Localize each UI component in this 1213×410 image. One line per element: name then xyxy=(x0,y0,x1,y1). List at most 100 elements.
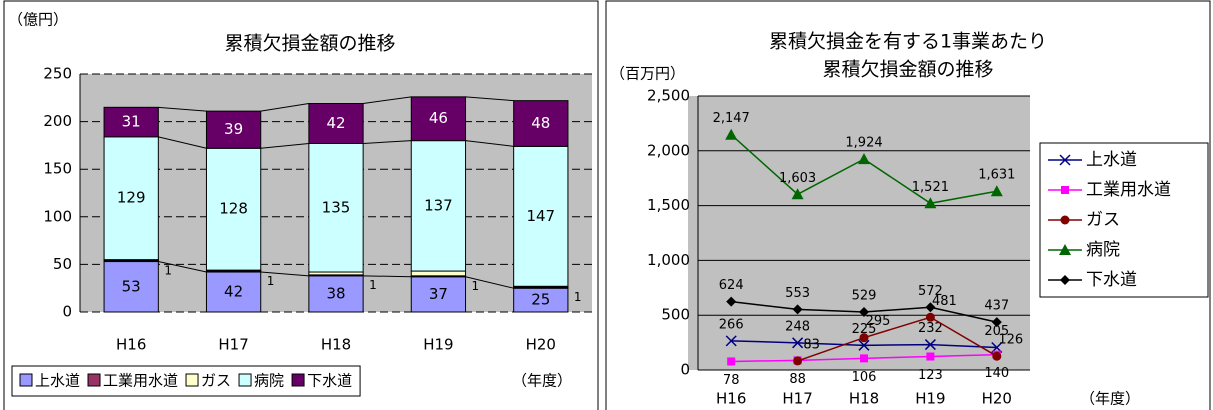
data-label: 129 xyxy=(117,189,146,207)
marker xyxy=(859,307,869,318)
data-label: 46 xyxy=(429,109,448,127)
marker xyxy=(924,339,936,351)
y-tick-label: 200 xyxy=(43,112,72,130)
bar-segment xyxy=(308,142,364,273)
data-label: 78 xyxy=(723,373,740,388)
data-label: 147 xyxy=(526,207,555,225)
bar-segment xyxy=(103,261,159,313)
series-line xyxy=(158,106,207,112)
bar-segment xyxy=(205,110,262,149)
data-label: 529 xyxy=(852,289,877,304)
bar-segment xyxy=(103,106,159,138)
legend-label: 工業用水道 xyxy=(1086,180,1171,200)
data-label: 137 xyxy=(424,196,453,214)
legend-box xyxy=(11,365,361,397)
marker xyxy=(792,337,804,349)
data-label: 1,603 xyxy=(779,171,816,186)
legend-swatch xyxy=(291,373,305,387)
x-tick-label: H17 xyxy=(782,390,812,408)
legend-label: ガス xyxy=(1086,210,1120,230)
x-axis-label: （年度） xyxy=(512,372,572,390)
legend-label: 工業用水道 xyxy=(103,372,178,390)
data-label: 48 xyxy=(531,114,550,132)
marker xyxy=(1061,186,1069,194)
marker xyxy=(727,357,736,366)
legend-label: 下水道 xyxy=(307,372,352,390)
data-label: 37 xyxy=(429,285,448,303)
series-line xyxy=(465,140,514,147)
x-axis-label: （年度） xyxy=(1080,390,1140,408)
marker xyxy=(1060,275,1070,285)
data-label: 106 xyxy=(852,370,877,385)
y-tick-label: 1,500 xyxy=(647,196,690,214)
marker xyxy=(926,352,935,361)
marker xyxy=(725,335,737,347)
x-tick-label: H18 xyxy=(321,336,351,354)
data-label: 42 xyxy=(224,283,243,301)
data-label: 572 xyxy=(918,284,943,299)
y-tick-label: 500 xyxy=(661,306,690,324)
data-label: 123 xyxy=(918,368,943,383)
data-label: 2,147 xyxy=(713,111,750,126)
marker xyxy=(725,128,738,140)
data-label: 38 xyxy=(326,284,345,302)
marker xyxy=(924,197,937,209)
y-tick-label: 0 xyxy=(62,303,72,321)
marker xyxy=(791,188,804,200)
marker xyxy=(925,312,935,322)
bar-segment xyxy=(410,140,467,272)
data-label: 1 xyxy=(472,279,480,293)
data-label: 140 xyxy=(984,366,1009,381)
legend-label: 病院 xyxy=(254,372,284,390)
data-label: 53 xyxy=(122,277,141,295)
bar-segment xyxy=(410,276,467,313)
legend-label: 上水道 xyxy=(1086,150,1137,170)
legend-swatch xyxy=(238,373,252,387)
marker xyxy=(991,317,1002,328)
x-tick-label: H17 xyxy=(218,336,248,354)
marker xyxy=(992,351,1002,361)
chart-title: 累積欠損金を有する1事業あたり xyxy=(769,31,1047,53)
bar-segment xyxy=(410,96,467,142)
marker xyxy=(990,185,1003,197)
data-label: 1,631 xyxy=(978,168,1015,183)
bar-segment xyxy=(308,103,364,144)
data-label: 553 xyxy=(785,286,810,301)
legend-swatch xyxy=(87,373,101,387)
data-label: 1 xyxy=(574,290,582,304)
series-line xyxy=(158,261,207,273)
data-label: 1,521 xyxy=(912,180,949,195)
line xyxy=(797,316,998,362)
data-label: 1,924 xyxy=(845,136,882,151)
x-tick-label: H19 xyxy=(423,336,453,354)
marker xyxy=(1059,244,1071,255)
x-tick-label: H18 xyxy=(849,390,879,408)
bar-segment xyxy=(410,270,467,277)
series-line xyxy=(260,142,309,149)
legend-label: 病院 xyxy=(1086,240,1120,260)
data-label: 437 xyxy=(984,299,1009,314)
x-tick-label: H16 xyxy=(116,336,146,354)
data-label: 225 xyxy=(852,322,877,337)
data-label: 266 xyxy=(719,317,744,332)
data-label: 232 xyxy=(918,321,943,336)
marker xyxy=(726,296,737,307)
legend-label: ガス xyxy=(201,372,231,390)
series-line xyxy=(260,271,309,277)
marker xyxy=(1060,215,1070,225)
data-label: 42 xyxy=(326,114,345,132)
y-tick-label: 2,000 xyxy=(647,141,690,159)
marker xyxy=(793,356,803,366)
marker xyxy=(1059,154,1071,166)
series-line xyxy=(465,96,514,102)
bar-segment xyxy=(103,136,159,261)
marker xyxy=(859,333,869,343)
series-line xyxy=(465,276,514,289)
series-line xyxy=(363,275,412,278)
data-label: 88 xyxy=(789,372,806,387)
y-tick-label: 50 xyxy=(53,255,72,273)
data-label: 1 xyxy=(164,264,172,278)
x-tick-label: H20 xyxy=(526,336,556,354)
series-line xyxy=(260,103,309,112)
